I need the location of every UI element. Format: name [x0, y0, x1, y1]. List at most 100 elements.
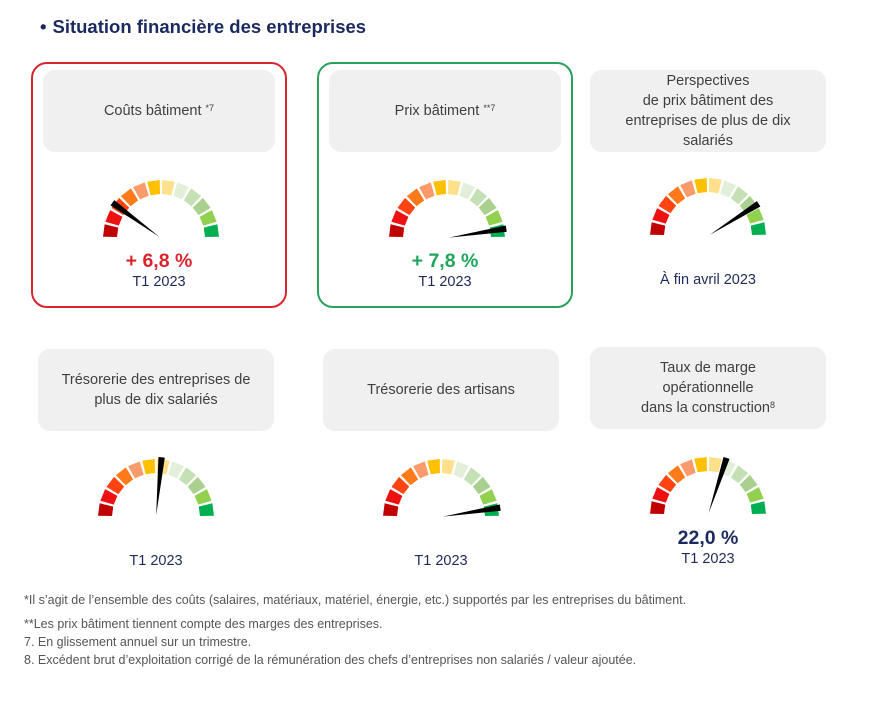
card-title-line: salariés [683, 133, 733, 149]
gauge-segment [652, 208, 670, 224]
gauge [103, 180, 219, 238]
gauge-segment [739, 474, 758, 493]
indicator-value: + 7,8 % [411, 250, 479, 272]
card-title: Trésorerie des artisans [367, 382, 515, 398]
gauge-segment [133, 182, 149, 200]
gauge-segment [103, 224, 119, 238]
gauge-needle [110, 200, 160, 237]
gauge-segment [694, 457, 708, 473]
gauge-segment [658, 195, 677, 214]
gauge-segment [667, 186, 686, 205]
footnote: 7. En glissement annuel sur un trimestre… [24, 635, 252, 649]
gauge-segment [720, 180, 736, 198]
gauge-needle [156, 456, 165, 516]
footnote: **Les prix bâtiment tiennent compte des … [24, 617, 383, 631]
gauge-segment [708, 457, 722, 473]
gauge-segment [391, 210, 409, 226]
gauge [98, 456, 214, 517]
gauge-segment [472, 476, 491, 495]
gauge-segment [746, 208, 764, 224]
footnote: *Il s’agit de l’ensemble des coûts (sala… [24, 593, 687, 607]
indicator-value: 22,0 % [677, 527, 739, 549]
card-title-line: de prix bâtiment des [642, 93, 774, 109]
card-header: Taux de marge opérationnelle dans la con… [590, 347, 826, 429]
gauge-segment [427, 459, 441, 475]
card-title: Prix bâtiment [394, 103, 484, 119]
gauge-segment [650, 222, 666, 236]
indicator-period: T1 2023 [129, 553, 183, 569]
gauge-segment [708, 178, 722, 194]
gauge-segment [100, 489, 118, 505]
gauge-needle [448, 225, 507, 238]
gauge-segment [120, 188, 139, 207]
gauge-segment [400, 467, 419, 486]
gauge-segment [652, 487, 670, 503]
gauge-segment [463, 467, 482, 486]
card-title: Coûts bâtiment [103, 103, 206, 119]
gauge-segment [194, 489, 212, 505]
gauge-segment [161, 180, 175, 196]
card-header: Coûts bâtiment *7 [43, 70, 275, 152]
gauge-needle [442, 504, 501, 517]
card-title-line: entreprises de plus de dix [625, 113, 791, 129]
gauge-segment [447, 180, 461, 196]
gauge-segment [680, 180, 696, 198]
indicator-period: T1 2023 [681, 551, 735, 567]
card-header: Perspectives de prix bâtiment des entrep… [590, 70, 826, 152]
gauge-segment [459, 182, 475, 200]
gauge-segment [383, 503, 399, 517]
gauge-segment [391, 476, 410, 495]
gauge-segment [105, 210, 123, 226]
gauge [389, 180, 507, 238]
gauge-segment [199, 210, 217, 226]
gauge-segment [433, 180, 447, 196]
gauge-segment [389, 224, 405, 238]
gauge-segment [142, 459, 156, 475]
gauge [650, 456, 766, 515]
card-header: Trésorerie des artisans [323, 349, 559, 431]
gauge-segment [98, 503, 114, 517]
gauge-segment [650, 501, 666, 515]
gauge-segment [485, 210, 503, 226]
section-title-text: Situation financière des entreprises [52, 16, 367, 37]
gauge-segment [478, 197, 497, 216]
gauge-segment [730, 186, 749, 205]
gauge-segment [750, 222, 766, 236]
gauge-segment [419, 182, 435, 200]
gauge-segment [730, 465, 749, 484]
gauge-segment [147, 180, 161, 196]
gauge-segment [173, 182, 189, 200]
card-title-line: Trésorerie des entreprises de [61, 372, 251, 388]
gauge-segment [441, 459, 455, 475]
gauge-segment [385, 489, 403, 505]
card-tresorerie-artisans: Trésorerie des artisans T1 2023 [313, 343, 569, 589]
card-tresorerie-entreprises: Trésorerie des entreprises de plus de di… [28, 343, 284, 589]
gauge-segment [128, 461, 144, 479]
footnote-ref: **7 [483, 103, 496, 113]
gauge-segment [739, 195, 758, 214]
gauge-segment [453, 461, 469, 479]
gauge-segment [658, 474, 677, 493]
gauge-segment [203, 224, 219, 238]
gauge-segment [479, 489, 497, 505]
gauge-segment [198, 503, 214, 517]
gauge-segment [746, 487, 764, 503]
gauge [650, 178, 766, 236]
indicator-period: T1 2023 [418, 274, 472, 290]
footnote: 8. Excédent brut d’exploitation corrigé … [24, 653, 637, 667]
indicator-period: T1 2023 [132, 274, 186, 290]
card-perspectives-prix: Perspectives de prix bâtiment des entrep… [580, 62, 836, 308]
gauge-segment [187, 476, 206, 495]
gauge-segment [413, 461, 429, 479]
gauge-segment [183, 188, 202, 207]
gauge-segment [397, 197, 416, 216]
indicator-value: + 6,8 % [125, 250, 193, 272]
card-title-line: dans la construction [641, 400, 770, 416]
gauge-segment [406, 188, 425, 207]
indicator-period: T1 2023 [414, 553, 468, 569]
gauge-segment [469, 188, 488, 207]
card-prix-batiment: Prix bâtiment **7 + 7,8 % T1 2023 [317, 62, 573, 308]
card-title-line: Taux de marge [660, 360, 756, 376]
gauge-segment [694, 178, 708, 194]
gauge-segment [178, 467, 197, 486]
